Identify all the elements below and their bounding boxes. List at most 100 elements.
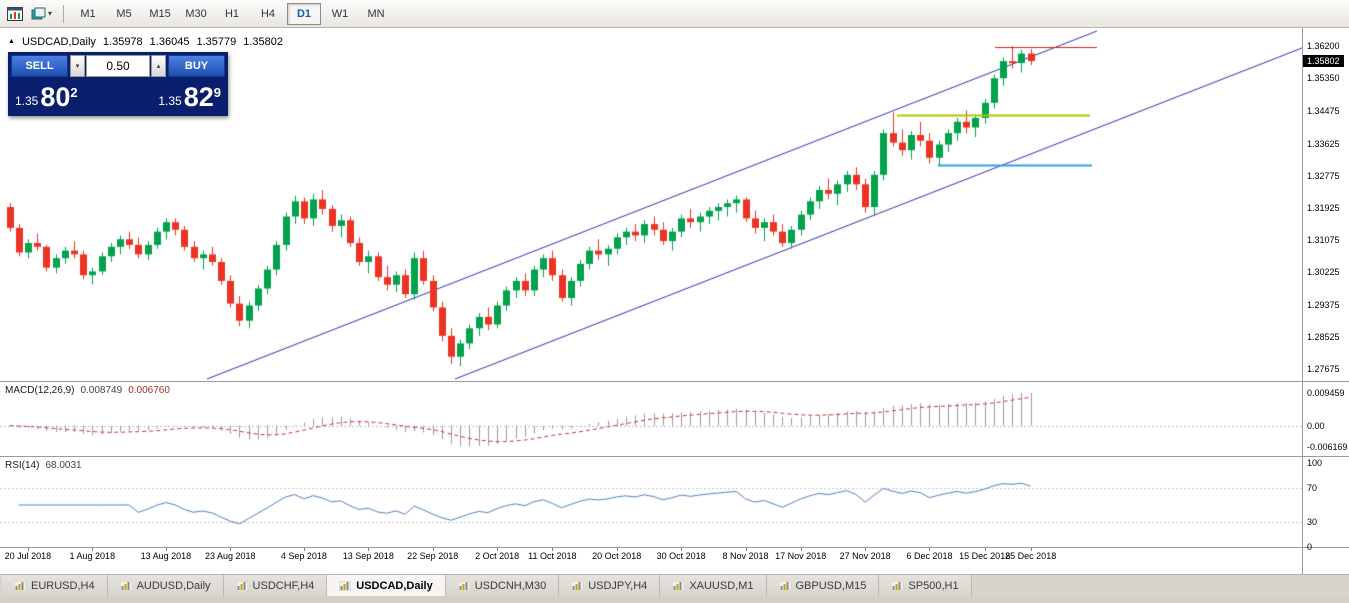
symbol-tab-label: SP500,H1 [908, 579, 959, 592]
date-tick-mark [985, 548, 986, 551]
date-axis-label: 6 Dec 2018 [906, 551, 953, 561]
volume-decrease-button[interactable]: ▾ [70, 55, 85, 77]
timeframe-button-m1[interactable]: M1 [80, 7, 96, 20]
chart-tab-icon [891, 580, 904, 591]
chart-style-button[interactable]: ▾ [28, 3, 55, 25]
rsi-axis-label: 70 [1307, 483, 1318, 494]
ohlc-low: 1.35779 [196, 36, 237, 48]
date-tick-mark [681, 548, 682, 551]
timeframe-button-h4[interactable]: H4 [260, 7, 276, 20]
current-price-badge: 1.35802 [1303, 55, 1344, 68]
date-axis-label: 20 Jul 2018 [4, 551, 52, 561]
symbol-tabbar: EURUSD,H4 AUDUSD,Daily USDCHF,H4 USDCAD,Dai… [0, 574, 1349, 596]
macd-value-main: 0.008749 [80, 385, 123, 396]
rsi-value: 68.0031 [45, 460, 82, 471]
buy-price[interactable]: 1.35 82 9 [118, 79, 225, 113]
toolbar: ▾ M1 M5 M15 M30 H1 H4 D1 W1 MN [0, 0, 1349, 28]
rsi-indicator-canvas[interactable] [0, 457, 1302, 547]
ohlc-high: 1.36045 [149, 36, 190, 48]
chart-tab-icon [672, 580, 685, 591]
symbol-tab-usdchf-h4[interactable]: USDCHF,H4 [223, 575, 328, 596]
chart-window-glyph [7, 6, 23, 21]
timeframe-button-w1[interactable]: W1 [331, 7, 349, 20]
symbol-tab-gbpusd-m15[interactable]: GBPUSD,M15 [766, 575, 880, 596]
chart-header: ▲ USDCAD,Daily 1.35978 1.36045 1.35779 1… [8, 36, 283, 48]
symbol-tab-label: USDCHF,H4 [252, 579, 315, 592]
toolbar-separator [63, 4, 65, 23]
symbol-tab-label: GBPUSD,M15 [795, 579, 867, 592]
chart-tab-icon [571, 580, 584, 591]
date-axis-label: 1 Aug 2018 [69, 551, 116, 561]
rsi-name: RSI(14) [5, 460, 40, 471]
date-axis-label: 17 Nov 2018 [775, 551, 827, 561]
chart-tab-icon [14, 580, 26, 591]
date-tick-mark [28, 548, 29, 551]
symbol-tab-xauusd-m1[interactable]: XAUUSD,M1 [660, 575, 767, 596]
macd-value-signal: 0.006760 [128, 385, 170, 396]
symbol-tab-label: USDCAD,Daily [356, 579, 433, 592]
price-axis-label: 1.32775 [1307, 170, 1340, 181]
price-axis-label: 1.27675 [1307, 364, 1340, 374]
price-axis-label: 1.31925 [1307, 202, 1340, 213]
pane-separator[interactable] [0, 456, 1349, 457]
symbol-tab-eurusd-h4[interactable]: EURUSD,H4 [2, 575, 108, 596]
date-axis-label: 22 Sep 2018 [407, 551, 459, 561]
date-axis-label: 15 Dec 2018 [959, 551, 1011, 561]
date-axis-label: 30 Oct 2018 [656, 551, 706, 561]
ohlc-open: 1.35978 [102, 36, 143, 48]
sell-price[interactable]: 1.35 80 2 [11, 79, 118, 113]
timeframe-button-m5[interactable]: M5 [116, 7, 132, 20]
macd-indicator-canvas[interactable] [0, 382, 1302, 456]
timeframe-button-m15[interactable]: M15 [149, 7, 171, 20]
macd-axis-label: 0.009459 [1307, 388, 1345, 398]
date-tick-mark [801, 548, 802, 551]
date-axis-label: 20 Oct 2018 [592, 551, 642, 561]
sell-button[interactable]: SELL [11, 55, 68, 77]
chart-tab-icon [339, 580, 352, 591]
symbol-tab-usdcnh-m30[interactable]: USDCNH,M30 [445, 575, 560, 596]
macd-label: MACD(12,26,9) 0.008749 0.006760 [5, 385, 170, 396]
date-tick-mark [929, 548, 930, 551]
dropdown-arrow-icon[interactable]: ▾ [48, 9, 53, 18]
date-tick-mark [497, 548, 498, 551]
timeframe-button-m30[interactable]: M30 [185, 7, 207, 20]
ohlc-close: 1.35802 [243, 36, 283, 48]
symbol-tab-audusd-daily[interactable]: AUDUSD,Daily [107, 575, 224, 596]
rsi-label: RSI(14) 68.0031 [5, 460, 82, 471]
timeframe-button-mn[interactable]: MN [367, 7, 385, 20]
timeframe-button-h1[interactable]: H1 [224, 7, 240, 20]
macd-axis-label: 0.00 [1307, 420, 1325, 431]
price-axis-label: 1.35350 [1307, 73, 1340, 84]
collapse-triangle-icon[interactable]: ▲ [8, 37, 15, 45]
buy-button[interactable]: BUY [168, 55, 225, 77]
price-axis-label: 1.29375 [1307, 299, 1340, 310]
price-axis-label: 1.30225 [1307, 267, 1340, 278]
date-axis-label: 4 Sep 2018 [280, 551, 327, 561]
timeframe-group: M1 M5 M15 M30 H1 H4 D1 W1 MN [70, 2, 394, 25]
date-tick-mark [746, 548, 747, 551]
date-tick-mark [230, 548, 231, 551]
volume-increase-button[interactable]: ▴ [151, 55, 166, 77]
buy-price-big: 82 [183, 82, 214, 112]
rsi-axis-label: 0 [1307, 542, 1313, 552]
macd-axis-label: -0.006169 [1307, 442, 1348, 452]
chart-window-icon[interactable] [4, 3, 26, 25]
symbol-tab-usdjpy-h4[interactable]: USDJPY,H4 [559, 575, 661, 596]
pane-separator[interactable] [0, 381, 1349, 382]
timeframe-button-d1[interactable]: D1 [287, 2, 322, 25]
symbol-tab-label: USDCNH,M30 [474, 579, 547, 592]
buy-price-prefix: 1.35 [158, 94, 182, 108]
symbol-tab-usdcad-daily[interactable]: USDCAD,Daily [327, 575, 446, 596]
volume-input[interactable] [86, 55, 150, 77]
symbol-tab-sp500-h1[interactable]: SP500,H1 [879, 575, 972, 596]
price-axis-label: 1.33625 [1307, 138, 1340, 149]
date-tick-mark [166, 548, 167, 551]
chart-style-icon [31, 7, 46, 20]
date-tick-mark [92, 548, 93, 551]
sell-price-prefix: 1.35 [15, 94, 39, 108]
rsi-axis-label: 100 [1307, 458, 1323, 468]
date-tick-mark [617, 548, 618, 551]
price-axis-label: 1.31075 [1307, 235, 1340, 246]
symbol-tab-label: EURUSD,H4 [31, 579, 95, 592]
